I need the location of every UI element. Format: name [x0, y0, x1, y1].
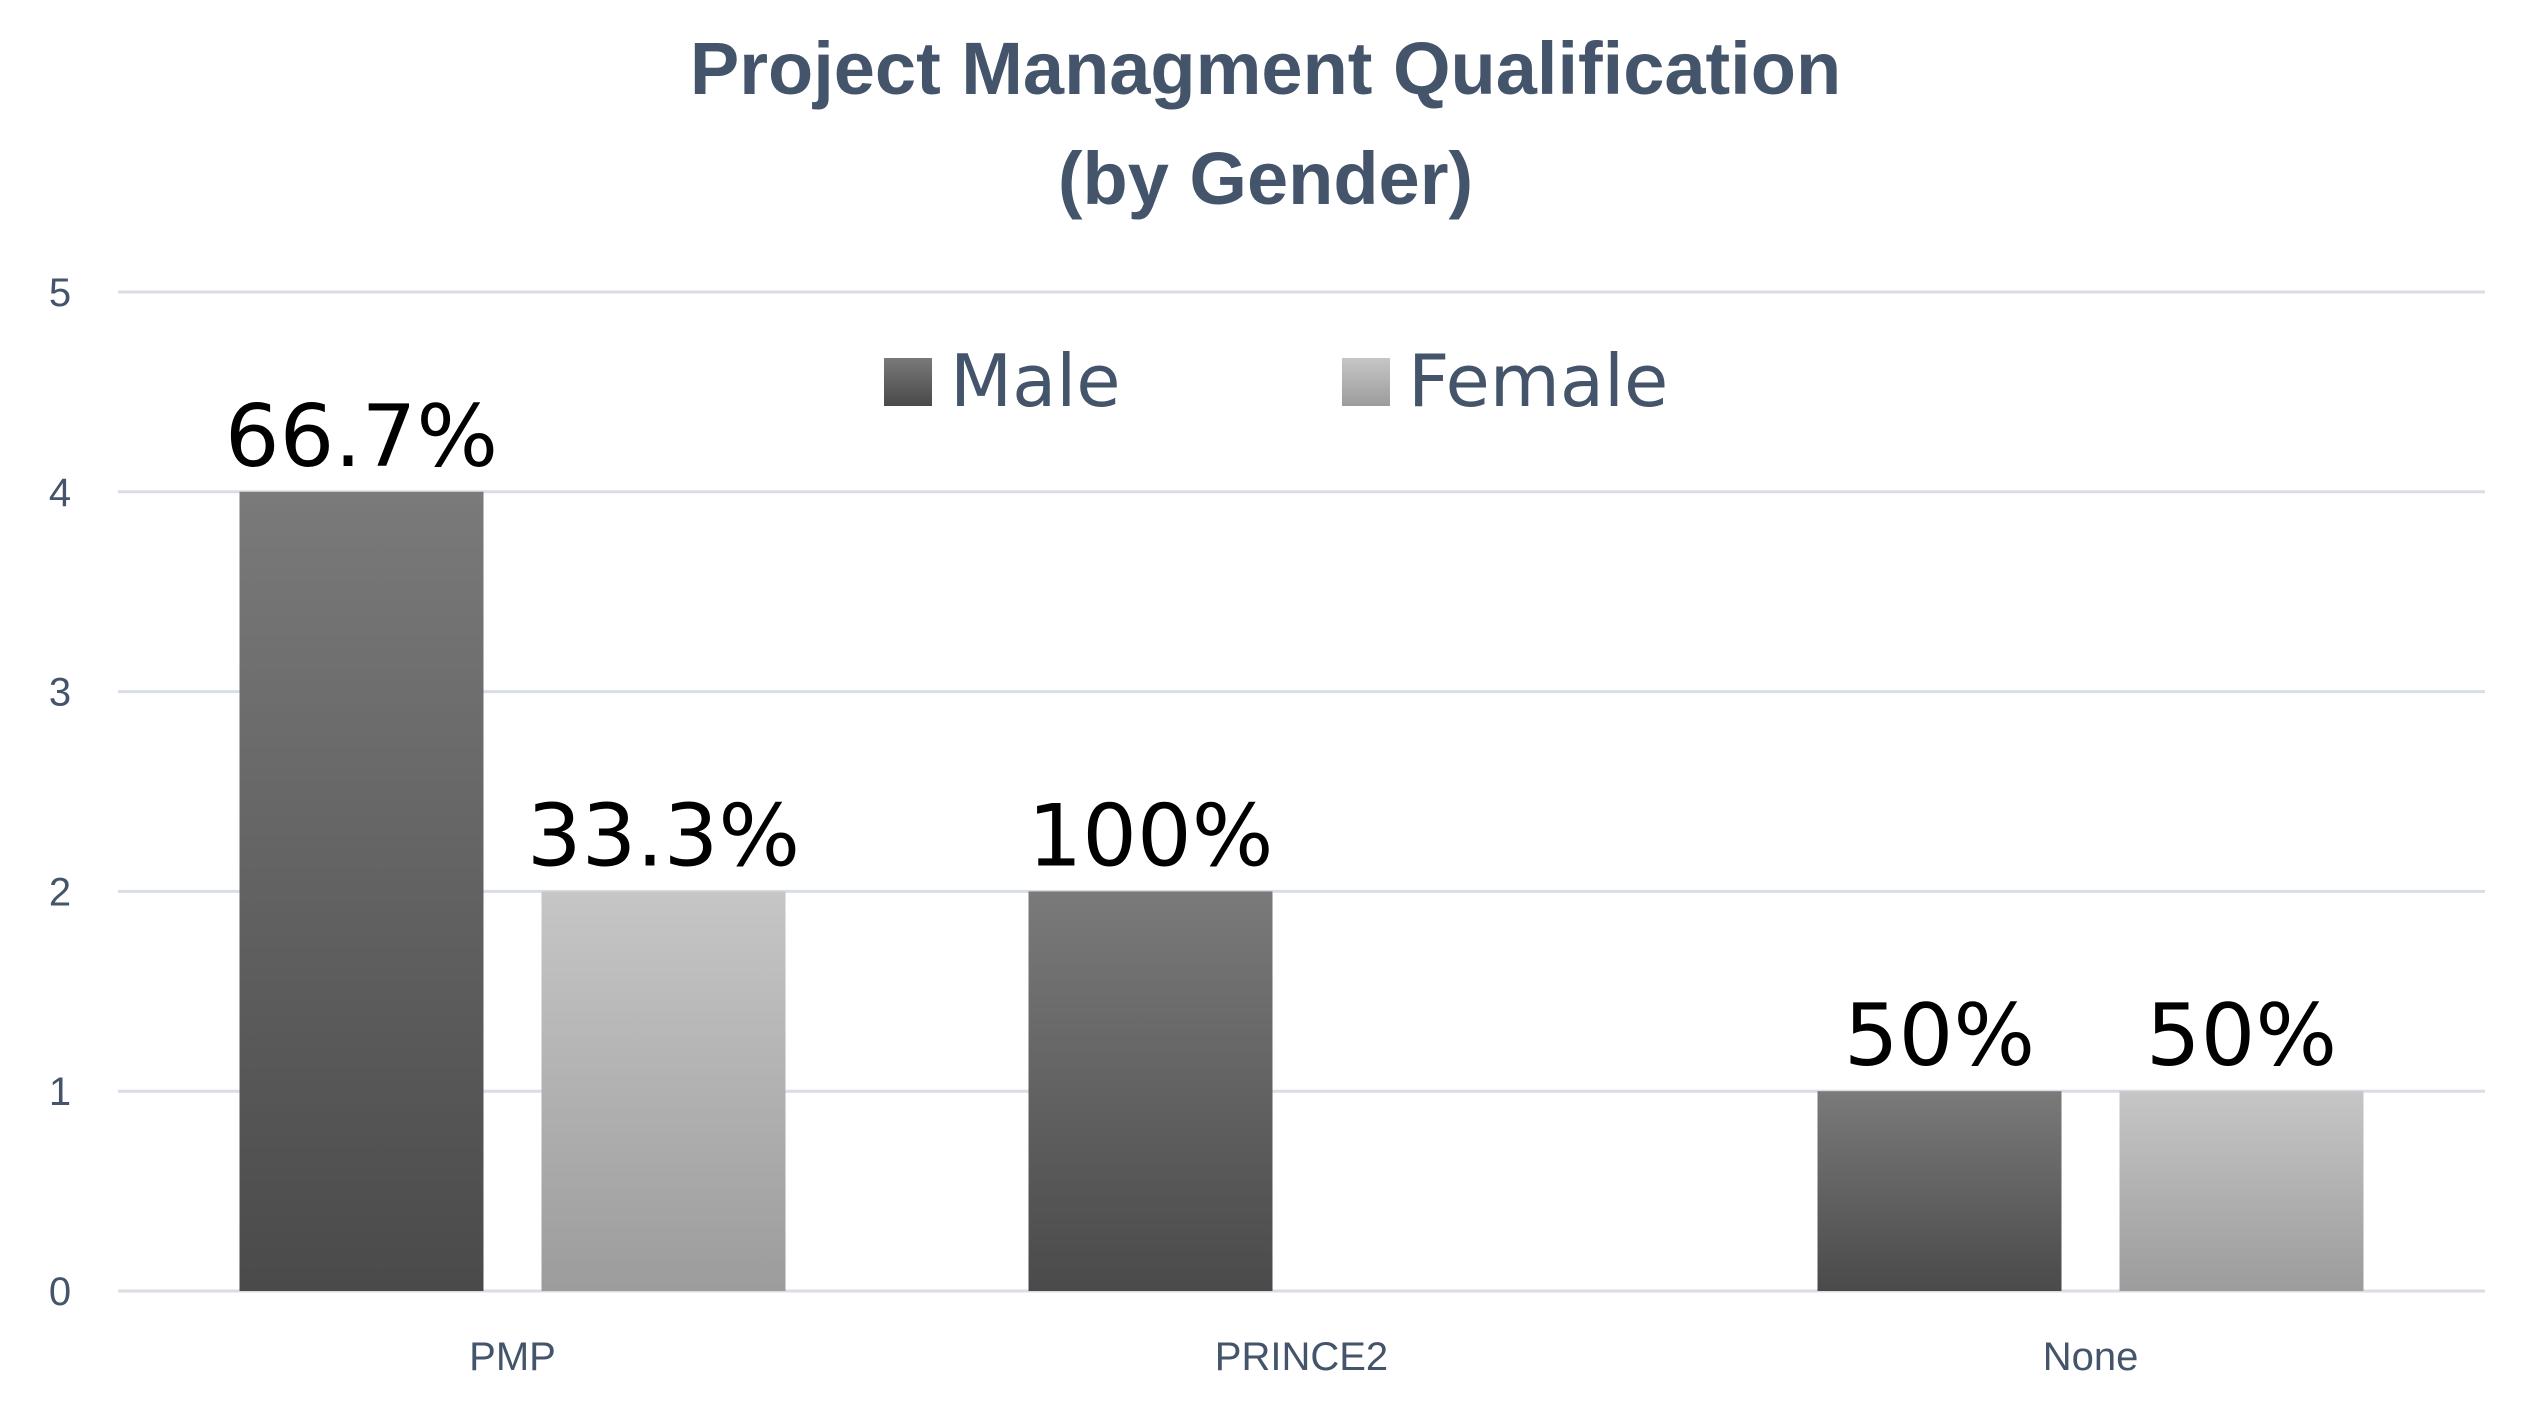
- y-tick-label: 5: [49, 271, 71, 315]
- data-label-female-pmp: 33.3%: [527, 786, 800, 886]
- x-category-label: PRINCE2: [1215, 1335, 1388, 1379]
- legend-label-male: Male: [950, 339, 1121, 423]
- legend-swatch-female: [1342, 358, 1390, 406]
- y-tick-label: 0: [49, 1270, 71, 1314]
- data-label-male-pmp: 66.7%: [225, 387, 498, 487]
- x-category-label: PMP: [469, 1335, 556, 1379]
- bar-female-none: [2119, 1091, 2364, 1291]
- bar-male-prince2: [1028, 891, 1273, 1291]
- chart-title-line-1: Project Managment Qualification: [689, 27, 1842, 110]
- data-label-male-prince2: 100%: [1028, 786, 1274, 886]
- x-category-label: None: [2043, 1335, 2139, 1379]
- data-label-male-none: 50%: [1844, 986, 2035, 1086]
- chart-title: Project Managment Qualification (by Gend…: [0, 14, 2531, 234]
- y-tick-label: 4: [49, 471, 71, 515]
- y-tick-label: 1: [49, 1070, 71, 1114]
- bar-female-pmp: [541, 891, 786, 1291]
- chart-title-line-2: (by Gender): [1057, 137, 1474, 220]
- bar-male-pmp: [239, 491, 484, 1291]
- legend-swatch-male: [884, 358, 932, 406]
- data-label-female-none: 50%: [2146, 986, 2337, 1086]
- y-tick-label: 2: [49, 870, 71, 914]
- y-tick-label: 3: [49, 671, 71, 715]
- bar-male-none: [1817, 1091, 2062, 1291]
- legend-label-female: Female: [1408, 339, 1668, 423]
